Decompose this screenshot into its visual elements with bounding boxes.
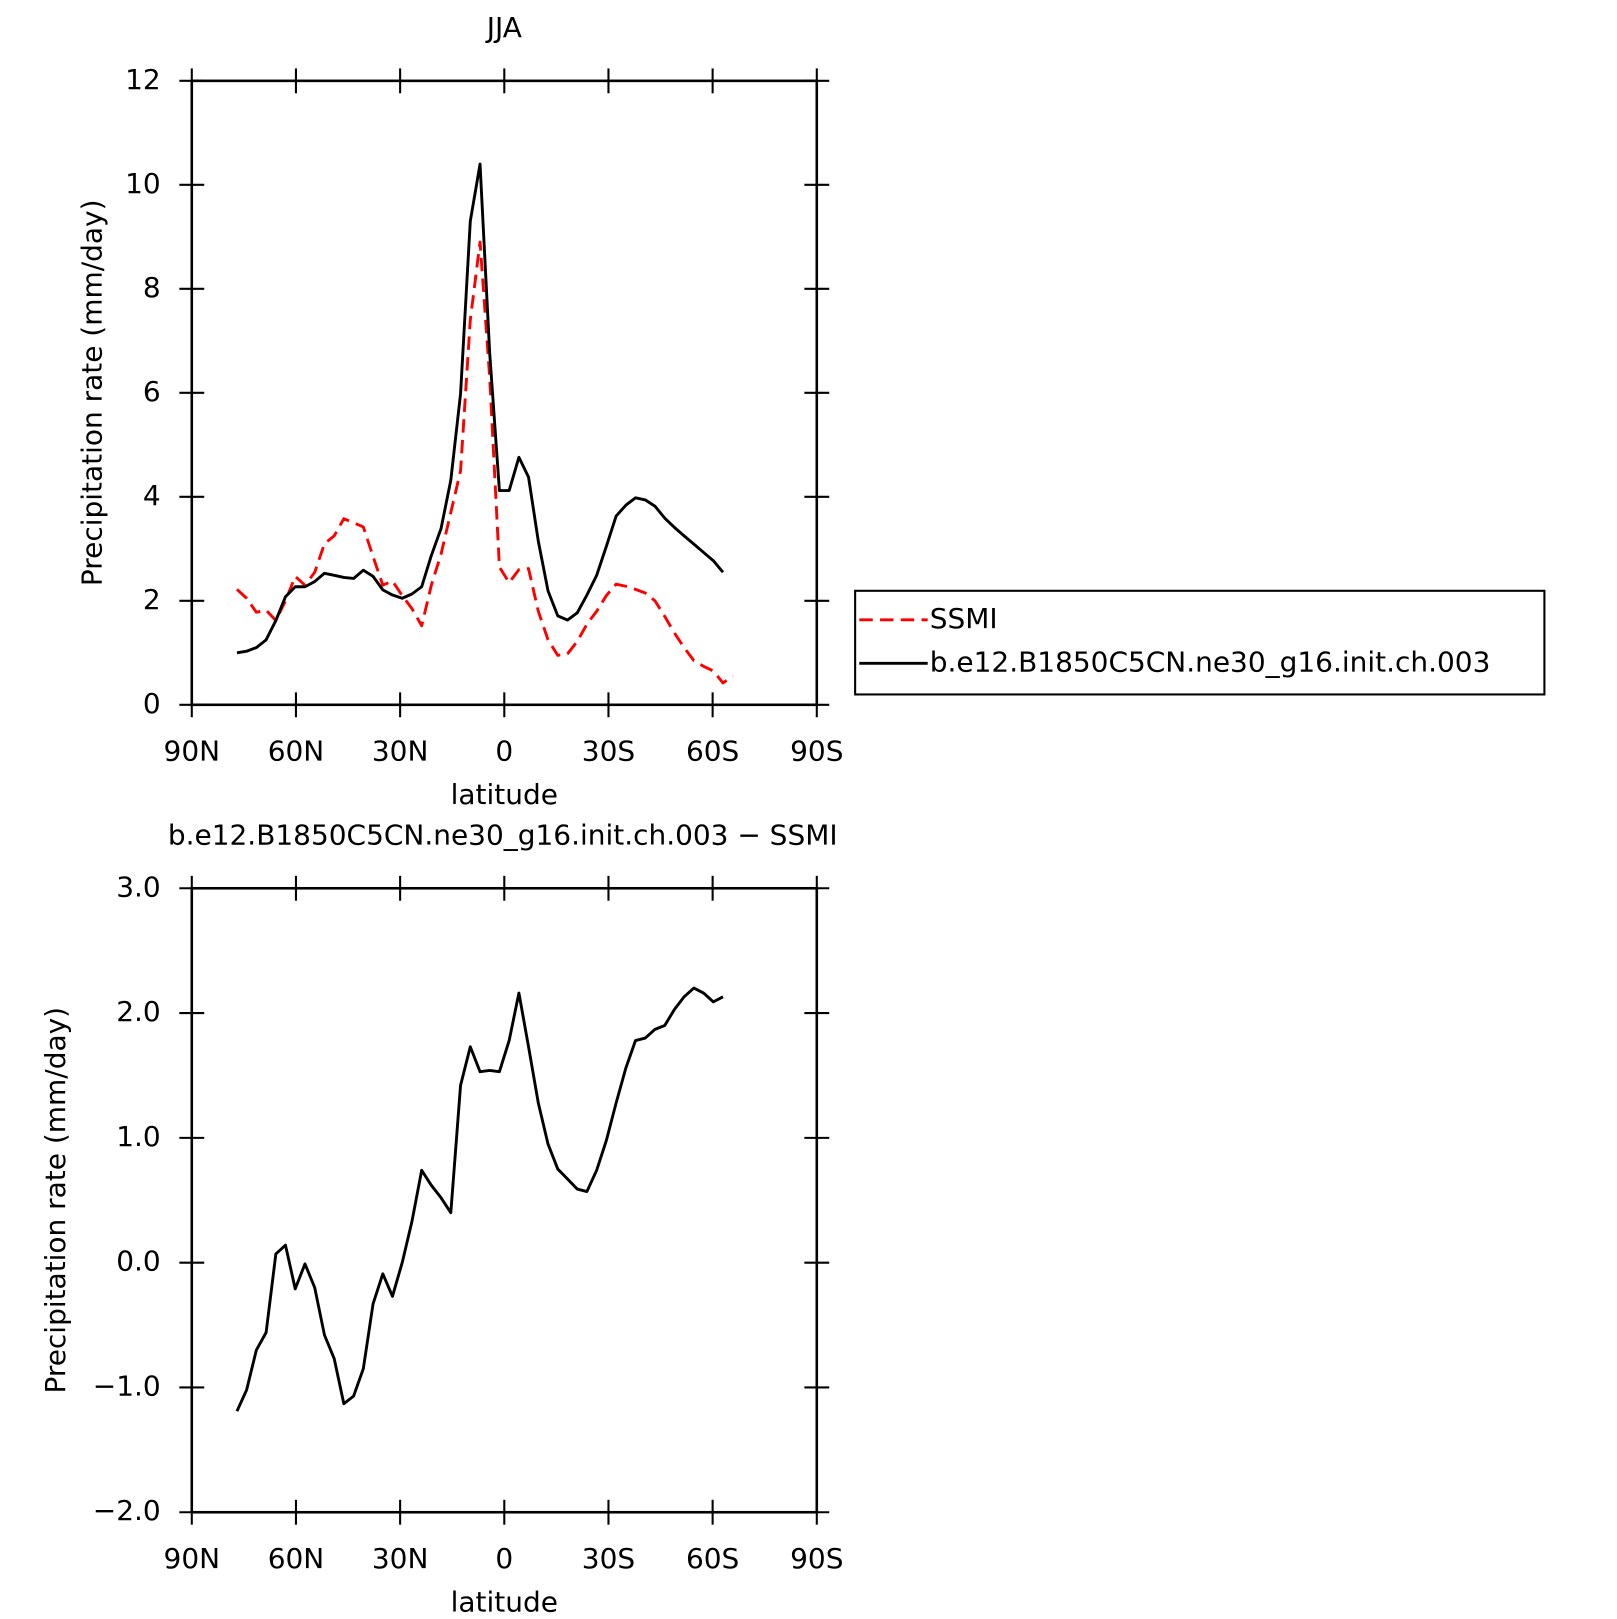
chart-title: b.e12.B1850C5CN.ne30_g16.init.ch.003 − S… [168, 818, 838, 851]
x-tick-label: 30N [372, 1542, 429, 1575]
y-tick-label: 0 [143, 687, 161, 720]
y-tick-label: 8 [143, 271, 161, 304]
x-tick-label: 30S [582, 1542, 635, 1575]
x-tick-label: 60N [268, 734, 325, 767]
data-line [236, 162, 725, 655]
x-tick-label: 90S [790, 1542, 843, 1575]
y-tick-label: 2 [143, 583, 161, 616]
y-tick-label: −1.0 [93, 1369, 161, 1402]
y-tick-label: −2.0 [93, 1494, 161, 1527]
y-tick-label: 10 [125, 167, 161, 200]
x-tick-label: 60S [686, 734, 739, 767]
x-tick-label: 30N [372, 734, 429, 767]
data-line [235, 986, 724, 1412]
legend-label: SSMI [930, 602, 998, 635]
x-tick-label: 60N [268, 1542, 325, 1575]
y-tick-label: 12 [125, 63, 161, 96]
x-tick-label: 30S [582, 734, 635, 767]
y-tick-label: 1.0 [116, 1120, 160, 1153]
y-axis-label: Precipitation rate (mm/day) [39, 1007, 72, 1394]
y-tick-label: 6 [143, 375, 161, 408]
chart-title: JJA [485, 11, 522, 44]
x-tick-label: 60S [686, 1542, 739, 1575]
x-tick-label: 90N [164, 734, 221, 767]
plot-frame [190, 886, 819, 1514]
x-tick-label: 0 [495, 734, 513, 767]
plot-frame [190, 79, 819, 707]
legend-label: b.e12.B1850C5CN.ne30_g16.init.ch.003 [930, 645, 1491, 678]
legend-box [854, 589, 1546, 696]
y-tick-label: 0.0 [116, 1245, 160, 1278]
x-tick-label: 90S [790, 734, 843, 767]
y-tick-label: 4 [143, 479, 161, 512]
y-axis-label: Precipitation rate (mm/day) [75, 200, 108, 587]
x-tick-label: 90N [164, 1542, 221, 1575]
x-axis-label: latitude [451, 778, 558, 811]
x-tick-label: 0 [495, 1542, 513, 1575]
y-tick-label: 2.0 [116, 995, 160, 1028]
x-axis-label: latitude [451, 1585, 558, 1618]
data-line [235, 240, 734, 685]
y-tick-label: 3.0 [116, 870, 160, 903]
